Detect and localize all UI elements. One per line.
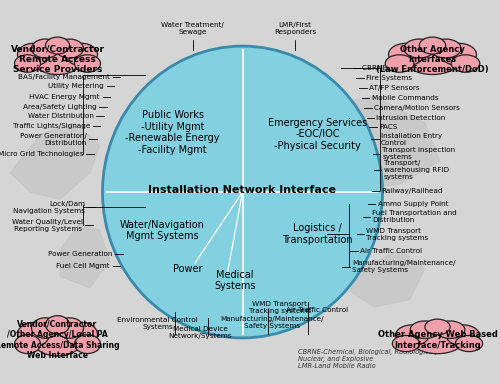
Polygon shape bbox=[275, 96, 440, 192]
Ellipse shape bbox=[388, 43, 424, 66]
Ellipse shape bbox=[56, 318, 84, 338]
Ellipse shape bbox=[66, 43, 98, 66]
Polygon shape bbox=[190, 108, 275, 161]
Text: CBRNE Sensors: CBRNE Sensors bbox=[362, 65, 418, 71]
Ellipse shape bbox=[32, 318, 60, 338]
Ellipse shape bbox=[74, 55, 101, 72]
Ellipse shape bbox=[456, 336, 482, 352]
Ellipse shape bbox=[392, 336, 419, 352]
Text: Railway/Railhead: Railway/Railhead bbox=[382, 188, 443, 194]
Polygon shape bbox=[350, 250, 425, 307]
Ellipse shape bbox=[451, 55, 480, 72]
Text: Other Agency Web Based
Interface/Tracking: Other Agency Web Based Interface/Trackin… bbox=[378, 330, 498, 349]
Text: Air Traffic Control: Air Traffic Control bbox=[286, 307, 348, 313]
Text: Environmental Control
Systems: Environmental Control Systems bbox=[117, 317, 198, 330]
Ellipse shape bbox=[425, 319, 450, 335]
Ellipse shape bbox=[404, 39, 434, 58]
Text: Area/Safety Lighting: Area/Safety Lighting bbox=[23, 104, 97, 110]
Text: Intrusion Detection: Intrusion Detection bbox=[376, 114, 446, 121]
Ellipse shape bbox=[411, 326, 464, 354]
Ellipse shape bbox=[14, 55, 40, 72]
Ellipse shape bbox=[32, 39, 60, 58]
Text: Power Generation: Power Generation bbox=[48, 251, 112, 257]
Ellipse shape bbox=[18, 43, 50, 66]
Ellipse shape bbox=[18, 323, 50, 346]
Text: Ammo Supply Point: Ammo Supply Point bbox=[378, 200, 448, 207]
Text: WMD Transport
Tracking systems: WMD Transport Tracking systems bbox=[249, 301, 311, 314]
Text: Fuel Cell Mgmt: Fuel Cell Mgmt bbox=[56, 263, 110, 269]
Text: Power Generation/
Distribution: Power Generation/ Distribution bbox=[20, 132, 86, 146]
Text: HVAC Energy Mgmt: HVAC Energy Mgmt bbox=[30, 94, 100, 100]
Text: Water Distribution: Water Distribution bbox=[28, 113, 94, 119]
Text: Logistics /
Transportation: Logistics / Transportation bbox=[282, 223, 353, 245]
Text: AT/FP Sensors: AT/FP Sensors bbox=[369, 85, 420, 91]
Ellipse shape bbox=[46, 316, 70, 334]
Text: BAS/Facility Management: BAS/Facility Management bbox=[18, 74, 110, 80]
Text: Installation Network Interface: Installation Network Interface bbox=[148, 185, 336, 195]
Ellipse shape bbox=[46, 37, 70, 54]
Text: WMD Transport
Tracking systems: WMD Transport Tracking systems bbox=[366, 228, 428, 241]
Text: Power: Power bbox=[173, 264, 202, 274]
Text: Other Agency
Interfaces
(Law Enforcement/DoD): Other Agency Interfaces (Law Enforcement… bbox=[376, 45, 489, 74]
Text: Water/Navigation
Mgmt Systems: Water/Navigation Mgmt Systems bbox=[120, 220, 205, 241]
Text: CBRNE-Chemical, Biological, Radiological,
Nuclear, and Explosive
LMR-Land Mobile: CBRNE-Chemical, Biological, Radiological… bbox=[298, 349, 436, 369]
Text: Water Treatment/
Sewage: Water Treatment/ Sewage bbox=[161, 22, 224, 35]
Text: Fuel Transportation and
Distribution: Fuel Transportation and Distribution bbox=[372, 210, 457, 223]
Polygon shape bbox=[210, 184, 290, 288]
Ellipse shape bbox=[385, 55, 414, 72]
Ellipse shape bbox=[102, 46, 382, 338]
Text: Medical
Systems: Medical Systems bbox=[214, 270, 256, 291]
Text: Micro Grid Technologies: Micro Grid Technologies bbox=[0, 151, 84, 157]
Ellipse shape bbox=[14, 335, 40, 354]
Ellipse shape bbox=[66, 323, 98, 346]
Ellipse shape bbox=[442, 43, 476, 66]
Text: Medical Device
Network/Systems: Medical Device Network/Systems bbox=[168, 326, 232, 339]
Ellipse shape bbox=[446, 325, 480, 346]
Ellipse shape bbox=[32, 45, 82, 74]
Text: Installation Entry
Control: Installation Entry Control bbox=[381, 132, 442, 146]
Text: Fire Systems: Fire Systems bbox=[366, 75, 412, 81]
Text: Vendor/Contractor
Remote Access
Service Providers: Vendor/Contractor Remote Access Service … bbox=[10, 45, 104, 74]
Ellipse shape bbox=[420, 37, 446, 54]
Ellipse shape bbox=[436, 321, 465, 338]
Text: Water Quality/Level
Reporting Systems: Water Quality/Level Reporting Systems bbox=[12, 219, 83, 232]
Text: Camera/Motion Sensors: Camera/Motion Sensors bbox=[374, 104, 460, 111]
Text: Utility Metering: Utility Metering bbox=[48, 83, 104, 89]
Text: Manufacturing/Maintenance/
Safety Systems: Manufacturing/Maintenance/ Safety System… bbox=[352, 260, 456, 273]
Text: Transport/
warehousing RFID
systems: Transport/ warehousing RFID systems bbox=[384, 160, 448, 180]
Polygon shape bbox=[10, 123, 100, 200]
Text: Transport inspection
systems: Transport inspection systems bbox=[382, 147, 456, 160]
Ellipse shape bbox=[56, 39, 84, 58]
Ellipse shape bbox=[32, 324, 82, 356]
Text: Vendor/Contractor
/Other Agency/Local PA
Remote Access/Data Sharing
Web Interfac: Vendor/Contractor /Other Agency/Local PA… bbox=[0, 320, 120, 360]
Text: Lock/Dam
Navigation Systems: Lock/Dam Navigation Systems bbox=[13, 201, 85, 214]
Text: Traffic Lights/Signage: Traffic Lights/Signage bbox=[12, 123, 90, 129]
Ellipse shape bbox=[410, 321, 440, 338]
Ellipse shape bbox=[405, 45, 460, 74]
Text: Mobile Commands: Mobile Commands bbox=[372, 94, 438, 101]
Ellipse shape bbox=[396, 325, 429, 346]
Text: Manufacturing/Maintenance/
Safety Systems: Manufacturing/Maintenance/ Safety System… bbox=[220, 316, 324, 329]
Text: Emergency Services
-EOC/IOC
-Physical Security: Emergency Services -EOC/IOC -Physical Se… bbox=[268, 118, 367, 151]
Ellipse shape bbox=[430, 39, 461, 58]
Text: Public Works
-Utility Mgmt
-Renewable Energy
-Facility Mgmt: Public Works -Utility Mgmt -Renewable En… bbox=[125, 110, 220, 155]
Polygon shape bbox=[60, 223, 110, 288]
Text: PACS: PACS bbox=[379, 124, 398, 131]
Text: LMR/First
Responders: LMR/First Responders bbox=[274, 22, 316, 35]
Ellipse shape bbox=[74, 335, 101, 354]
Text: Air Traffic Control: Air Traffic Control bbox=[360, 248, 422, 254]
